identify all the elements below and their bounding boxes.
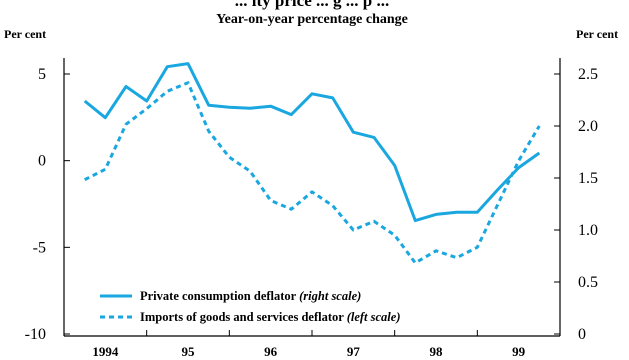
left-tick-label: 0 (38, 153, 46, 170)
legend-series-note-1: (right scale) (299, 289, 361, 303)
legend-series-name-2: Imports of goods and services deflator (140, 310, 344, 324)
left-axis-ticks: 5 0 -5 -10 (25, 66, 70, 343)
left-axis-unit: Per cent (4, 27, 46, 41)
left-tick-label: -10 (25, 326, 46, 343)
x-tick-label: 1994 (92, 344, 119, 359)
chart-title: ... ity price ... g ... p ... (235, 0, 389, 10)
x-tick-label: 98 (430, 344, 444, 359)
legend: Private consumption deflator (right scal… (100, 289, 401, 324)
left-tick-label: 5 (38, 66, 46, 83)
right-tick-label: 2.5 (578, 66, 598, 83)
imports-deflator-line (84, 81, 541, 265)
legend-label-private-consumption: Private consumption deflator (right scal… (140, 289, 361, 303)
legend-series-name-1: Private consumption deflator (140, 289, 297, 303)
x-tick-label: 95 (182, 344, 196, 359)
right-tick-label: 1.5 (578, 170, 598, 187)
series-layer (83, 62, 541, 265)
right-tick-label: 1.0 (578, 222, 598, 239)
legend-series-note-2: (left scale) (347, 310, 401, 324)
right-tick-label: 0 (578, 326, 586, 343)
x-tick-label: 96 (264, 344, 278, 359)
legend-label-imports-deflator: Imports of goods and services deflator (… (140, 310, 401, 324)
right-axis-unit: Per cent (576, 27, 618, 41)
right-tick-label: 0.5 (578, 274, 598, 291)
right-tick-label: 2.0 (578, 118, 598, 135)
x-axis-ticks: 1994 95 96 97 98 99 (92, 330, 526, 359)
x-tick-label: 97 (347, 344, 361, 359)
right-axis-ticks: 2.5 2.0 1.5 1.0 0.5 0 (554, 66, 598, 343)
chart-subtitle: Year-on-year percentage change (216, 12, 408, 27)
x-tick-label: 99 (512, 344, 526, 359)
private-consumption-deflator-line (83, 62, 541, 223)
left-tick-label: -5 (33, 239, 46, 256)
